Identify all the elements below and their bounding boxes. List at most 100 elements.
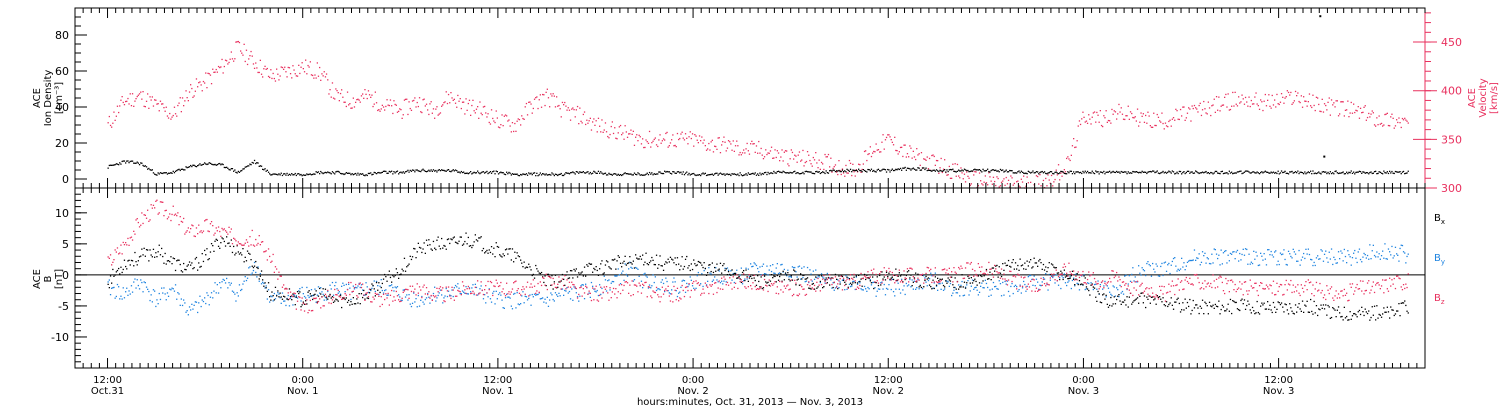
data-point (837, 288, 839, 290)
data-point (730, 274, 732, 276)
data-point (557, 283, 559, 285)
data-point (417, 105, 419, 108)
data-point (181, 271, 184, 273)
data-point (157, 213, 159, 215)
data-point (479, 101, 481, 103)
data-point (855, 169, 857, 171)
data-point (459, 98, 461, 100)
data-point (1119, 284, 1121, 287)
data-point (330, 288, 332, 290)
data-point (310, 295, 313, 297)
data-point (283, 68, 285, 70)
data-point (262, 168, 264, 170)
data-point (509, 297, 511, 299)
data-point (1336, 262, 1338, 264)
data-point (242, 244, 244, 246)
data-point (895, 288, 897, 290)
data-point (575, 268, 577, 270)
data-point (193, 304, 195, 306)
data-point (596, 269, 598, 272)
data-point (1254, 172, 1256, 174)
data-point (452, 295, 454, 298)
data-point (1376, 305, 1378, 307)
data-point (1241, 253, 1243, 256)
data-point (436, 106, 438, 108)
data-point (128, 103, 130, 105)
data-point (1186, 170, 1189, 172)
data-point (337, 92, 339, 94)
data-point (1272, 301, 1275, 304)
data-point (1361, 112, 1363, 114)
data-point (849, 168, 852, 170)
data-point (872, 170, 874, 172)
data-point (1073, 278, 1075, 280)
data-point (1218, 254, 1220, 256)
data-point (826, 272, 828, 275)
data-point (1349, 112, 1351, 114)
data-point (320, 79, 322, 81)
data-point (967, 175, 969, 177)
data-point (172, 288, 174, 290)
data-point (637, 140, 639, 142)
data-point (238, 41, 241, 44)
data-point (252, 266, 255, 269)
data-point (1093, 172, 1096, 175)
data-point (1037, 265, 1039, 267)
data-point (918, 167, 920, 169)
data-point (956, 292, 959, 294)
data-point (350, 281, 352, 284)
data-point (949, 282, 952, 285)
data-point (1052, 172, 1054, 175)
data-point (514, 251, 516, 253)
data-point (1167, 171, 1169, 173)
data-point (1124, 299, 1126, 301)
data-point (528, 295, 530, 297)
data-point (129, 264, 131, 266)
data-point (231, 243, 234, 245)
data-point (1141, 292, 1143, 294)
data-point (1387, 248, 1390, 250)
data-point (710, 273, 712, 275)
data-point (1294, 253, 1297, 255)
data-point (643, 273, 645, 275)
data-point (129, 237, 131, 239)
data-point (1010, 175, 1012, 177)
data-point (209, 74, 212, 76)
data-point (1385, 113, 1387, 115)
data-point (1207, 313, 1209, 315)
data-point (301, 304, 303, 306)
data-point (1243, 171, 1246, 173)
data-point (654, 137, 656, 139)
data-point (530, 283, 532, 285)
data-point (156, 174, 158, 176)
data-point (408, 294, 410, 296)
data-point (353, 173, 356, 175)
data-point (638, 173, 640, 175)
data-point (731, 149, 733, 151)
data-point (1103, 293, 1105, 295)
data-point (813, 278, 816, 280)
data-point (523, 118, 525, 120)
data-point (1075, 171, 1077, 173)
data-point (968, 277, 970, 279)
data-point (913, 277, 916, 279)
data-point (544, 284, 546, 286)
data-point (1401, 244, 1404, 247)
data-point (760, 274, 762, 276)
data-point (873, 169, 875, 172)
data-point (1369, 171, 1371, 174)
data-point (908, 284, 910, 286)
data-point (678, 292, 680, 294)
data-point (148, 107, 150, 109)
data-point (581, 284, 583, 286)
data-point (1318, 308, 1320, 310)
data-point (553, 174, 555, 177)
data-point (368, 172, 371, 175)
data-point (183, 217, 185, 220)
data-point (425, 287, 428, 289)
data-point (206, 87, 208, 89)
data-point (224, 230, 227, 232)
data-point (572, 299, 574, 301)
data-point (435, 169, 437, 172)
data-point (151, 169, 153, 171)
